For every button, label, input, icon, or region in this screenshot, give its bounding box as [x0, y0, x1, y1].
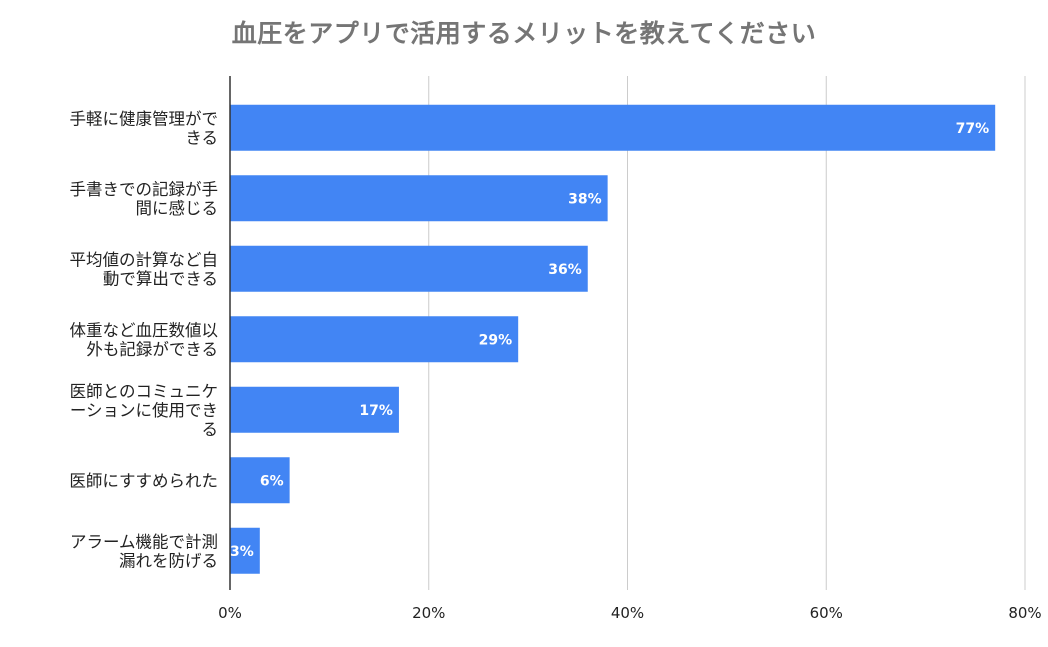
category-label: 手軽に健康管理ができる — [70, 109, 219, 147]
data-label: 38% — [568, 191, 602, 207]
bar — [230, 527, 260, 574]
data-label: 17% — [359, 403, 393, 419]
bar — [230, 175, 608, 222]
category-label-line: 動で算出できる — [103, 269, 218, 288]
category-label-line: 漏れを防げる — [119, 551, 218, 570]
category-label: 体重など血圧数値以外も記録ができる — [70, 321, 219, 359]
x-tick-label: 0% — [218, 604, 242, 622]
data-label: 6% — [260, 473, 284, 489]
data-label: 29% — [479, 332, 513, 348]
bar — [230, 457, 290, 504]
category-label: 手書きでの記録が手間に感じる — [70, 180, 219, 218]
category-label: 平均値の計算など自動で算出できる — [70, 250, 219, 288]
category-label: アラーム機能で計測漏れを防げる — [70, 532, 218, 570]
data-label: 77% — [956, 121, 990, 137]
bar — [230, 104, 996, 151]
category-label: 医師にすすめられた — [69, 471, 218, 490]
category-label-line: 手書きでの記録が手 — [70, 180, 219, 199]
bar — [230, 316, 519, 363]
data-label: 36% — [548, 262, 582, 278]
x-tick-label: 60% — [810, 604, 843, 622]
category-label-line: 間に感じる — [136, 199, 219, 218]
category-label-line: 医師にすすめられた — [69, 471, 218, 490]
x-tick-label: 20% — [412, 604, 445, 622]
data-label: 3% — [230, 544, 254, 560]
category-label-line: きる — [185, 128, 218, 147]
category-label-line: アラーム機能で計測 — [70, 532, 218, 551]
x-tick-label: 40% — [611, 604, 644, 622]
category-label-line: 外も記録ができる — [86, 340, 218, 359]
category-label-line: 手軽に健康管理がで — [70, 109, 219, 128]
category-label-line: 医師とのコミュニケ — [70, 382, 218, 401]
bar — [230, 245, 588, 292]
category-label-line: 体重など血圧数値以 — [70, 321, 219, 340]
category-label-line: る — [202, 420, 219, 439]
category-label-line: 平均値の計算など自 — [70, 250, 219, 269]
chart-title: 血圧をアプリで活用するメリットを教えてください — [231, 19, 817, 48]
x-tick-label: 80% — [1008, 604, 1041, 622]
category-label-line: ーションに使用でき — [70, 401, 218, 420]
category-label: 医師とのコミュニケーションに使用できる — [70, 382, 218, 439]
bar — [230, 386, 399, 433]
